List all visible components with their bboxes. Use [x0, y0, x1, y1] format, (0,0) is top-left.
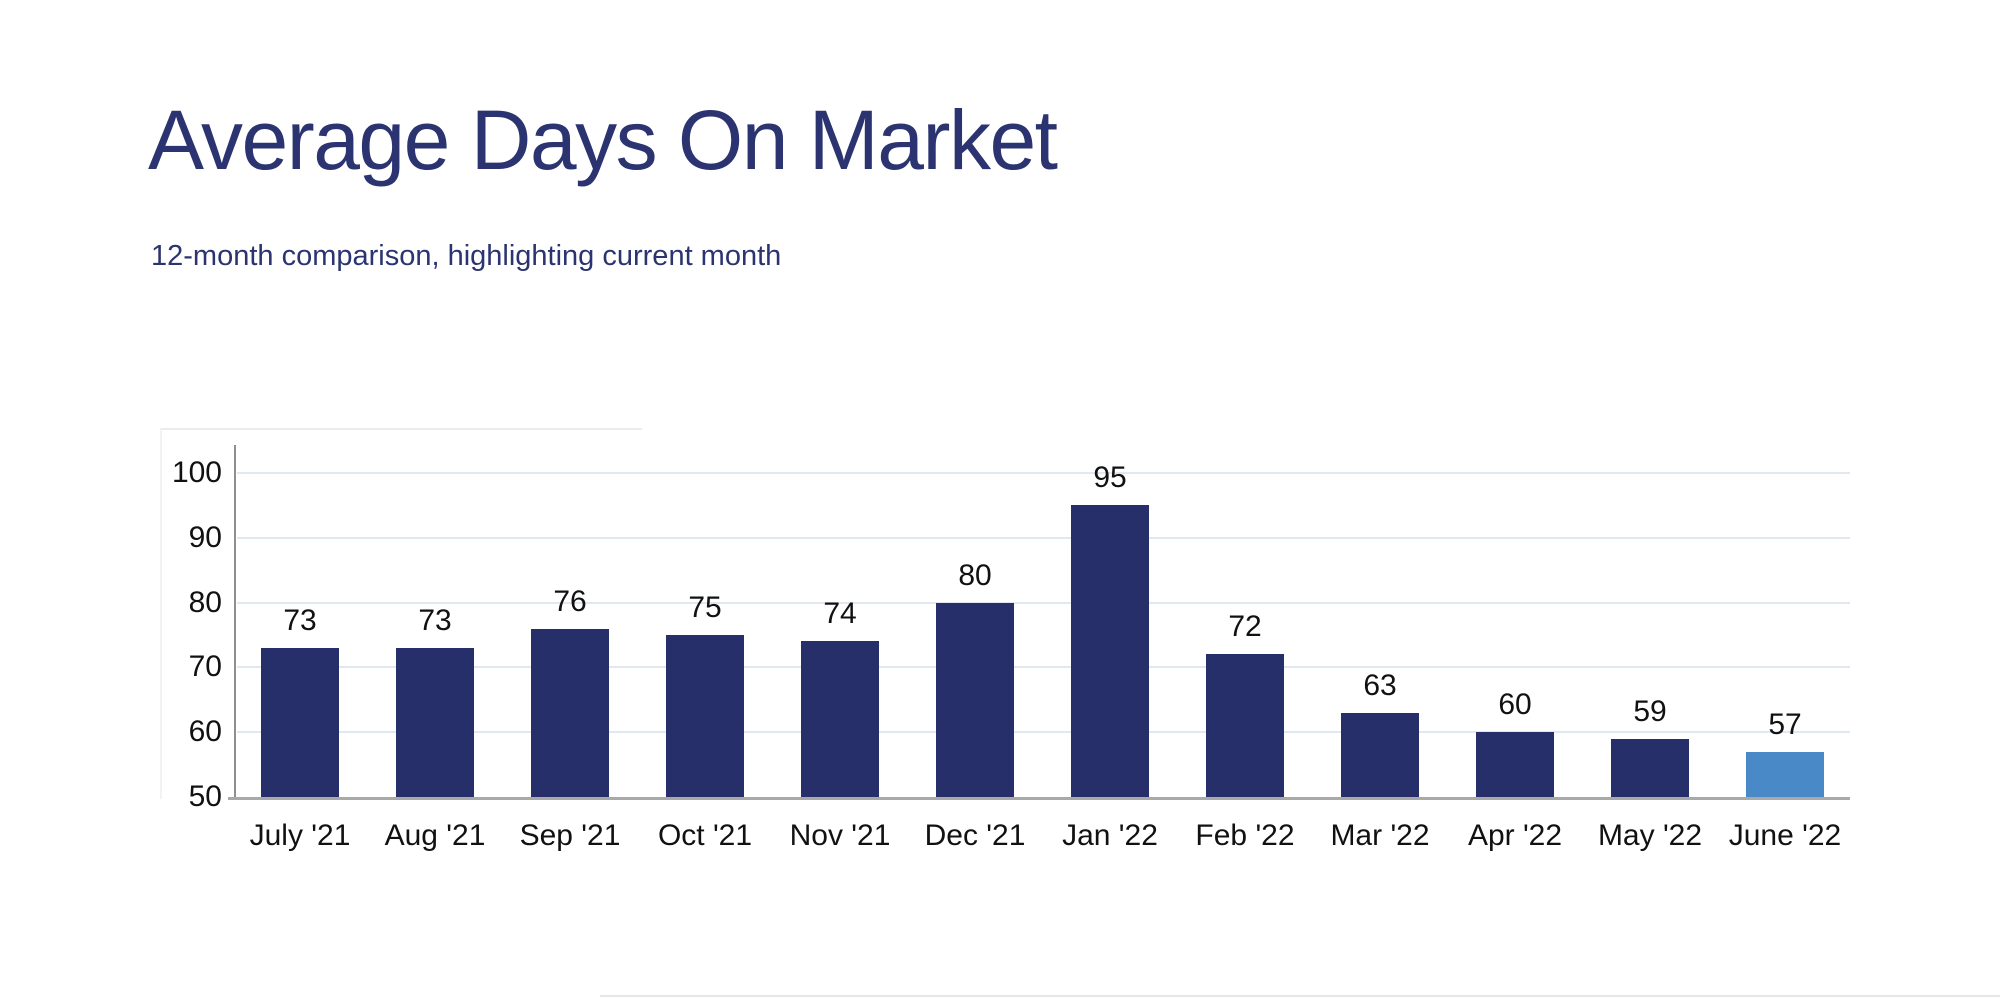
bar	[1206, 654, 1284, 797]
gridline-60	[237, 731, 1850, 734]
x-axis-tick-label: Sep '21	[519, 819, 621, 852]
y-axis-line	[234, 445, 236, 799]
y-axis-tick-label: 60	[188, 715, 222, 749]
x-axis-tick-label: Aug '21	[384, 819, 486, 852]
y-axis-tick-label: 70	[188, 650, 222, 684]
bar	[1611, 739, 1689, 797]
bar	[936, 603, 1014, 797]
y-axis-tick-label: 80	[188, 585, 222, 619]
bar	[396, 648, 474, 797]
gridline-70	[237, 666, 1850, 669]
bar	[531, 629, 609, 797]
bar-value-label: 75	[688, 591, 722, 624]
gridline-100	[237, 472, 1850, 474]
y-axis-tick-label: 100	[171, 456, 222, 489]
backdrop-panel-edge	[160, 428, 642, 799]
x-axis-tick-label: Mar '22	[1330, 819, 1430, 852]
x-axis-tick-label: July '21	[249, 819, 351, 852]
bar-value-label: 72	[1228, 610, 1262, 643]
x-axis-tick-label: Nov '21	[789, 819, 891, 852]
y-axis-tick-label: 90	[188, 520, 222, 554]
x-axis-tick-label: June '22	[1728, 819, 1842, 852]
x-axis-tick-label: Feb '22	[1195, 819, 1295, 852]
y-axis-tick-label: 50	[188, 780, 222, 813]
bar-value-label: 59	[1633, 695, 1667, 728]
bar	[666, 635, 744, 797]
page-bottom-rule	[600, 995, 2000, 997]
x-axis-tick-label: Jan '22	[1062, 819, 1158, 852]
bar-value-label: 76	[553, 585, 587, 618]
bar-value-label: 73	[283, 604, 317, 637]
x-axis-tick-label: Apr '22	[1467, 819, 1563, 852]
x-axis-tick-label: Oct '21	[657, 819, 753, 852]
gridline-90	[237, 536, 1850, 539]
bar-value-label: 63	[1363, 669, 1397, 702]
bar-value-label: 95	[1093, 461, 1127, 494]
bar-value-label: 57	[1768, 708, 1802, 741]
chart-subtitle: 12-month comparison, highlighting curren…	[151, 240, 782, 272]
x-axis-tick-label: May '22	[1597, 819, 1703, 852]
bar	[1071, 505, 1149, 797]
bar-value-label: 73	[418, 604, 452, 637]
bar	[801, 641, 879, 797]
bar	[261, 648, 339, 797]
x-axis-tick-label: Dec '21	[924, 819, 1026, 852]
x-axis-line	[228, 797, 1850, 800]
bar-value-label: 80	[958, 559, 992, 592]
bar-value-label: 74	[823, 597, 857, 630]
bar	[1476, 732, 1554, 797]
chart-title: Average Days On Market	[148, 93, 1058, 187]
bar	[1341, 713, 1419, 797]
bar-value-label: 60	[1498, 688, 1532, 721]
gridline-80	[237, 601, 1850, 604]
bar-current-month	[1746, 752, 1824, 797]
